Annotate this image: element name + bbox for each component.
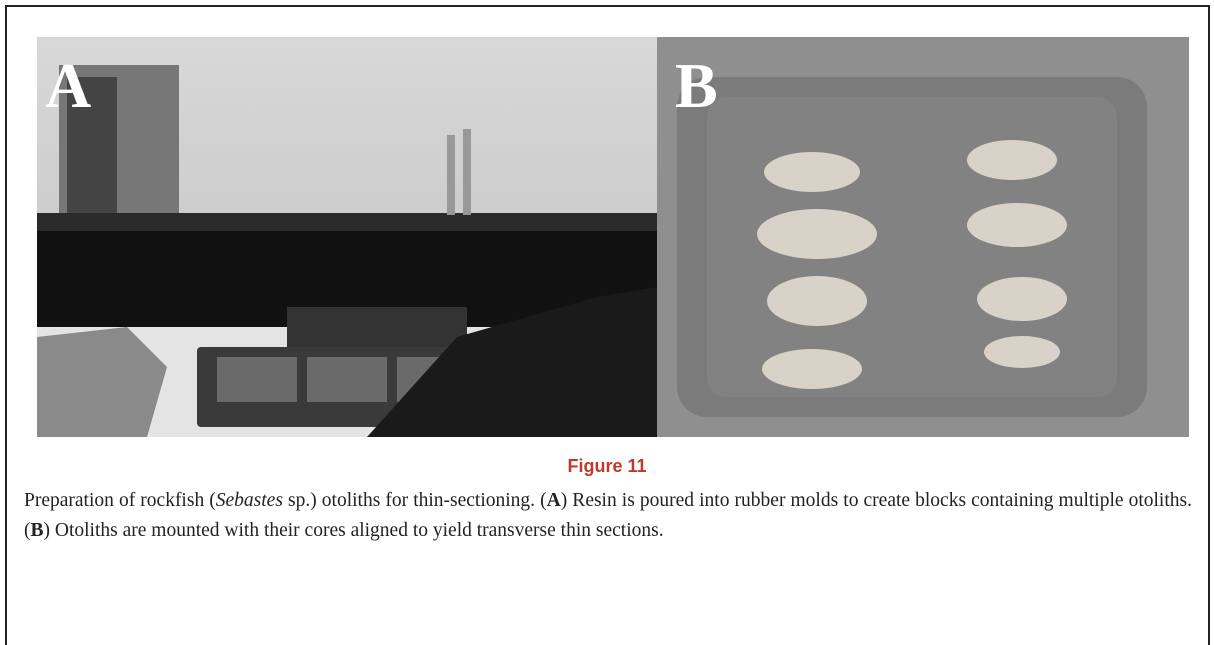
caption-text: ) Otoliths are mounted with their cores …	[44, 520, 664, 541]
caption-bold: A	[547, 490, 561, 511]
caption-bold: B	[31, 520, 44, 541]
page: A B Figure 11 Preparation of rockfish (S…	[0, 0, 1214, 631]
caption-text: sp.) otoliths for thin-sectioning. (	[283, 490, 547, 511]
photo-b	[657, 37, 1189, 437]
photo-a	[37, 37, 657, 437]
figure-photos: A B	[37, 37, 1189, 437]
figure-caption: Preparation of rockfish (Sebastes sp.) o…	[24, 486, 1192, 546]
panel-label: A	[45, 50, 91, 121]
caption-text: Preparation of rockfish (	[24, 490, 216, 511]
figure-title: Figure 11	[0, 456, 1214, 477]
panel-label: B	[675, 50, 718, 121]
caption-italic: Sebastes	[216, 490, 283, 511]
